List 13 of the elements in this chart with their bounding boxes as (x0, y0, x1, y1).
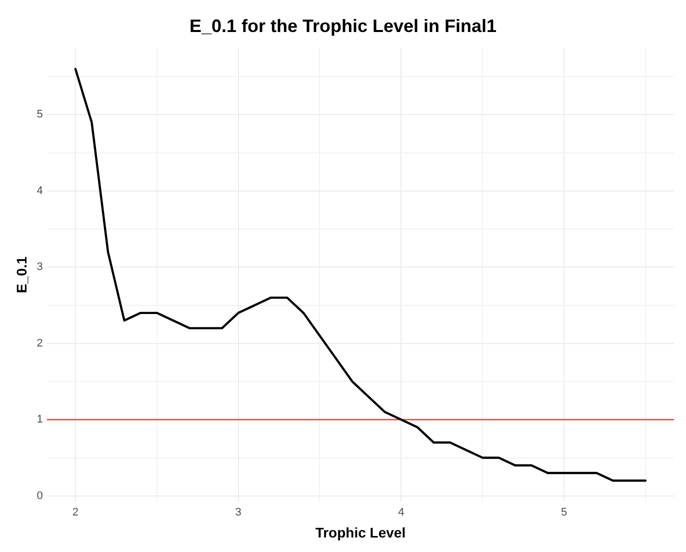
y-tick-label: 5 (36, 108, 43, 121)
x-tick-label: 5 (560, 506, 568, 519)
x-tick-label: 2 (72, 506, 78, 519)
y-tick-label: 1 (36, 414, 43, 426)
y-axis-title: E_0.1 (13, 256, 30, 294)
x-tick-label: 3 (235, 506, 242, 519)
y-tick-label: 3 (36, 261, 43, 274)
x-axis-title: Trophic Level (315, 524, 406, 540)
y-tick-label: 2 (36, 337, 43, 350)
chart-title: E_0.1 for the Trophic Level in Final1 (189, 16, 497, 36)
y-tick-label: 4 (36, 184, 43, 197)
x-tick-label: 4 (398, 506, 404, 519)
y-tick-label: 0 (36, 490, 43, 502)
